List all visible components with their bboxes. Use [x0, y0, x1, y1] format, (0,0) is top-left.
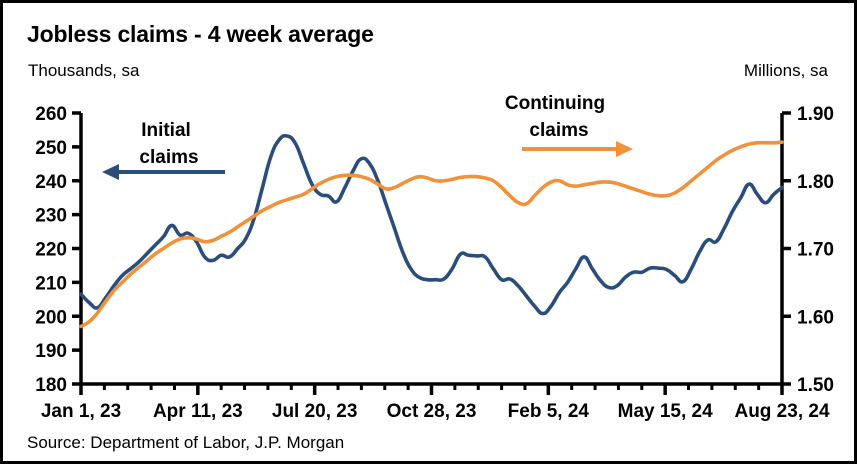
series-line-initial-claims [79, 133, 784, 316]
chart-plot: 180 190 200 210 220 230 240 250 260 1.50 1.60 1.70… [35, 93, 834, 422]
x-axis-tick-label: May 15, 24 [618, 401, 713, 422]
right-axis: 1.50 1.60 1.70 1.80 1.90 [780, 104, 834, 396]
x-axis-tick-label: Jan 1, 23 [41, 401, 121, 422]
right-axis-tick-label: 1.50 [797, 375, 834, 396]
left-axis-tick-label: 200 [35, 307, 67, 328]
right-axis-tick-label: 1.60 [797, 307, 834, 328]
right-axis-tick-label: 1.70 [797, 240, 834, 261]
right-axis-tick-label: 1.80 [797, 172, 834, 193]
right-axis-unit-label: Millions, sa [743, 61, 828, 80]
annotation-label2-initial-claims: claims [139, 147, 198, 168]
left-axis-tick-label: 180 [35, 375, 67, 396]
series-line-continuing-claims [79, 140, 784, 329]
x-axis-tick-label: Feb 5, 24 [508, 401, 590, 422]
source-note: Source: Department of Labor, J.P. Morgan [27, 433, 345, 452]
x-axis-tick-label: Oct 28, 23 [387, 401, 477, 422]
left-axis-unit-label: Thousands, sa [28, 61, 140, 80]
series-lines [79, 133, 784, 329]
right-axis-tick-label: 1.90 [797, 104, 834, 125]
x-axis-tick-label: Jul 20, 23 [272, 401, 358, 422]
left-axis-tick-label: 220 [35, 240, 67, 261]
annotation-arrow-continuing-claims [522, 141, 633, 157]
left-axis-tick-label: 210 [35, 273, 67, 294]
x-axis-tick-label: Apr 11, 23 [153, 401, 243, 422]
page-title: Jobless claims - 4 week average [27, 21, 374, 47]
chart-annotations: Initial claims Continuing claims [102, 93, 633, 180]
annotation-arrow-initial-claims [102, 164, 225, 180]
left-axis-tick-label: 190 [35, 341, 67, 362]
x-axis: Jan 1, 23 Apr 11, 23 Jul 20, 23 Oct 28, 23 F… [41, 382, 830, 422]
annotation-label-initial-claims: Initial [141, 120, 191, 141]
annotation-label2-continuing-claims: claims [529, 120, 588, 141]
left-axis-tick-label: 260 [35, 104, 67, 125]
left-axis-tick-label: 250 [35, 138, 67, 159]
annotation-label-continuing-claims: Continuing [505, 93, 605, 114]
x-axis-tick-label: Aug 23, 24 [734, 401, 829, 422]
left-axis-tick-label: 230 [35, 206, 67, 227]
left-axis: 180 190 200 210 220 230 240 250 260 [35, 104, 83, 396]
left-axis-tick-label: 240 [35, 172, 67, 193]
